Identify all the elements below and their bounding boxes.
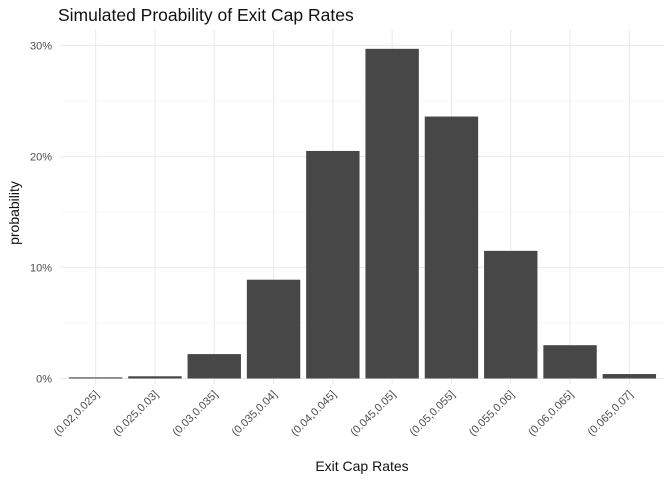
bar [424,116,479,379]
y-tick-label: 20% [30,152,52,164]
bars [68,48,657,379]
x-tick-label: (0.03,0.035] [170,389,220,439]
x-tick-label: (0.04,0.045] [289,389,339,439]
bar [602,374,657,379]
y-tick-label: 30% [30,41,52,53]
chart-title: Simulated Proability of Exit Cap Rates [58,5,354,25]
x-tick-label: (0.045,0.05] [348,389,398,439]
y-axis-title: probability [6,181,22,245]
x-tick-label: (0.025,0.03] [111,389,161,439]
x-tick-label: (0.02,0.025] [52,389,102,439]
x-tick-label: (0.055,0.06] [467,389,517,439]
bar [365,48,419,379]
bar [484,250,538,379]
bar [68,377,123,379]
x-tick-label: (0.065,0.07] [585,389,635,439]
y-axis-ticks: 0% 10% 20% 30% [30,41,52,386]
x-axis-title: Exit Cap Rates [315,458,408,474]
x-tick-label: (0.035,0.04] [230,389,280,439]
y-tick-label: 10% [30,263,52,275]
bar [128,376,182,379]
grid [60,30,664,384]
y-tick-label: 0% [36,374,52,386]
x-tick-label: (0.06,0.065] [526,389,576,439]
bar [306,150,360,379]
bar [187,354,241,379]
bar [543,345,597,379]
x-axis-ticks: (0.02,0.025] (0.025,0.03] (0.03,0.035] (0.0… [52,389,636,439]
bar [246,279,301,379]
x-tick-label: (0.05,0.055] [408,389,458,439]
